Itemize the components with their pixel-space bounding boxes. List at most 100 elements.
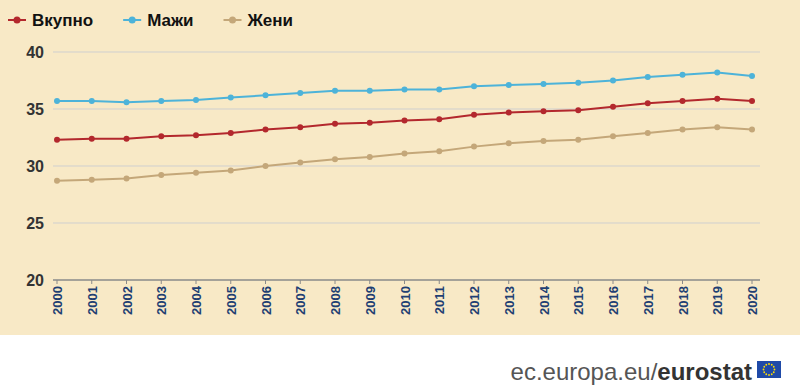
series-line [57,99,752,140]
x-tick-label: 2006 [259,286,274,315]
background [0,0,800,335]
point [124,99,130,105]
point [749,98,755,104]
flag-star [768,374,770,376]
point [749,127,755,133]
point [610,133,616,139]
x-tick [265,280,266,284]
point [263,127,269,133]
point [436,148,442,154]
source-domain: ec.europa.eu/ [511,358,658,385]
x-tick-label: 2018 [676,286,691,315]
grid-line [53,109,760,110]
point [228,130,234,136]
x-tick [404,280,405,284]
point [297,160,303,166]
point [541,138,547,144]
flag-star [765,373,767,375]
point [506,140,512,146]
x-tick [752,280,753,284]
point [714,70,720,76]
x-tick [474,280,475,284]
x-tick-label: 2004 [189,285,204,315]
point [575,107,581,113]
x-tick [717,280,718,284]
point [54,137,60,143]
point [89,98,95,104]
x-tick-label: 2001 [85,286,100,315]
point [575,137,581,143]
point [610,104,616,110]
x-tick-label: 2013 [502,286,517,315]
x-tick [578,280,579,284]
point [402,150,408,156]
point [54,98,60,104]
point [228,168,234,174]
point [54,178,60,184]
y-tick-label: 20 [26,272,44,289]
point [610,78,616,84]
point [714,96,720,102]
point [124,176,130,182]
point [297,90,303,96]
point [645,100,651,106]
point [332,121,338,127]
point [471,112,477,118]
point [402,87,408,93]
x-tick [647,280,648,284]
y-tick-label: 25 [26,215,44,232]
point [89,136,95,142]
point [124,136,130,142]
x-tick-label: 2002 [120,286,135,315]
source: ec.europa.eu/eurostat [511,358,752,385]
point [541,108,547,114]
point [367,120,373,126]
point [158,172,164,178]
x-tick-label: 2014 [537,285,552,315]
chart: 2025303540200020012002200320042005200620… [0,0,800,388]
point [263,92,269,98]
x-tick-label: 2010 [398,286,413,315]
point [332,156,338,162]
x-tick-label: 2009 [363,286,378,315]
x-tick [682,280,683,284]
point [645,74,651,80]
point [436,116,442,122]
point [367,88,373,94]
series-line [57,73,752,103]
point [332,88,338,94]
point [506,109,512,115]
source-brand: eurostat [657,358,752,385]
x-tick [613,280,614,284]
point [263,163,269,169]
x-tick [439,280,440,284]
point [158,98,164,104]
flag-star [763,366,765,368]
point [680,98,686,104]
flag-star [773,371,775,373]
grid-line [53,52,760,53]
x-tick [335,280,336,284]
x-tick [126,280,127,284]
point [89,177,95,183]
point [193,132,199,138]
x-tick-label: 2012 [467,286,482,315]
point [645,130,651,136]
x-tick-label: 2011 [432,286,447,314]
point [436,87,442,93]
x-tick [230,280,231,284]
legend-marker [129,17,136,24]
point [680,127,686,133]
x-tick-label: 2008 [328,286,343,315]
x-tick [508,280,509,284]
point [158,133,164,139]
flag [757,361,781,378]
y-tick-label: 40 [26,44,44,61]
x-tick-label: 2020 [745,286,760,315]
legend-label: Мажи [147,11,193,30]
point [541,81,547,87]
flag-star [763,371,765,373]
x-tick [369,280,370,284]
flag-star [771,364,773,366]
x-tick [161,280,162,284]
